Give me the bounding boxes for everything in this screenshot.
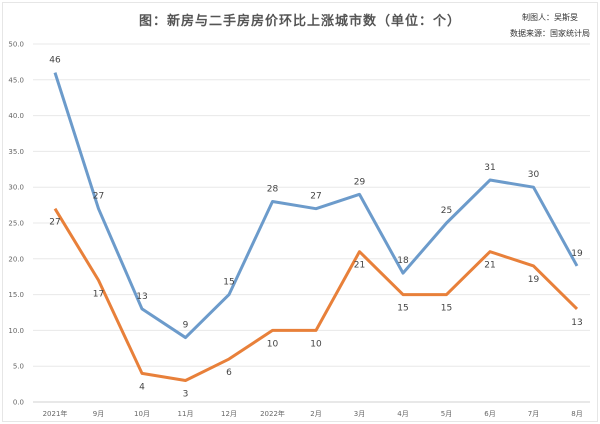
x-tick-label: 2022年 bbox=[260, 409, 285, 418]
data-label: 31 bbox=[484, 163, 495, 173]
data-label: 30 bbox=[528, 170, 540, 180]
x-tick-label: 6月 bbox=[484, 410, 495, 418]
y-tick-label: 0.0 bbox=[13, 399, 24, 407]
data-label: 27 bbox=[310, 192, 321, 202]
x-tick-label: 7月 bbox=[528, 410, 539, 418]
y-tick-label: 20.0 bbox=[8, 255, 24, 263]
data-label: 13 bbox=[571, 318, 582, 328]
x-tick-label: 2021年 bbox=[43, 409, 68, 418]
data-label: 25 bbox=[441, 206, 452, 216]
y-tick-label: 5.0 bbox=[13, 363, 24, 371]
y-tick-label: 10.0 bbox=[8, 327, 24, 335]
series-line-2 bbox=[53, 207, 579, 383]
x-tick-label: 3月 bbox=[354, 410, 365, 418]
data-label: 28 bbox=[267, 185, 279, 195]
y-tick-label: 35.0 bbox=[8, 148, 24, 156]
x-tick-label: 10月 bbox=[134, 410, 150, 418]
data-label: 10 bbox=[310, 339, 322, 349]
data-label: 6 bbox=[226, 368, 232, 378]
data-label: 27 bbox=[93, 192, 104, 202]
data-label: 10 bbox=[267, 339, 279, 349]
data-label: 19 bbox=[571, 249, 583, 259]
data-label: 9 bbox=[183, 321, 189, 331]
chart-maker-note: 制图人：吴斯旻 bbox=[522, 13, 578, 22]
data-label: 27 bbox=[49, 218, 60, 228]
data-label: 4 bbox=[139, 382, 145, 392]
data-label: 15 bbox=[441, 304, 452, 314]
x-tick-label: 11月 bbox=[178, 410, 194, 418]
x-tick-label: 4月 bbox=[397, 410, 408, 418]
data-label: 15 bbox=[223, 278, 234, 288]
y-tick-label: 15.0 bbox=[8, 291, 24, 299]
y-tick-label: 25.0 bbox=[8, 220, 24, 228]
data-label: 29 bbox=[354, 177, 366, 187]
data-label: 19 bbox=[528, 275, 540, 285]
data-label: 18 bbox=[397, 256, 409, 266]
y-tick-label: 50.0 bbox=[8, 41, 24, 49]
y-tick-label: 45.0 bbox=[8, 76, 24, 84]
x-tick-label: 8月 bbox=[571, 410, 582, 418]
y-tick-label: 30.0 bbox=[8, 184, 24, 192]
x-tick-label: 12月 bbox=[221, 410, 237, 418]
x-tick-label: 9月 bbox=[93, 410, 104, 418]
data-source-note: 数据来源：国家统计局 bbox=[510, 29, 590, 38]
data-label: 21 bbox=[354, 261, 365, 271]
x-tick-label: 5月 bbox=[441, 410, 452, 418]
y-tick-label: 40.0 bbox=[8, 112, 24, 120]
chart-title: 图：新房与二手房房价环比上涨城市数（单位：个） bbox=[138, 14, 461, 29]
data-label: 13 bbox=[136, 292, 147, 302]
data-label: 15 bbox=[397, 304, 408, 314]
data-label: 17 bbox=[93, 289, 104, 299]
series-line-1 bbox=[53, 72, 579, 340]
x-tick-label: 2月 bbox=[310, 410, 321, 418]
data-label: 3 bbox=[183, 390, 189, 400]
data-label: 46 bbox=[49, 56, 61, 66]
data-label: 21 bbox=[484, 261, 495, 271]
